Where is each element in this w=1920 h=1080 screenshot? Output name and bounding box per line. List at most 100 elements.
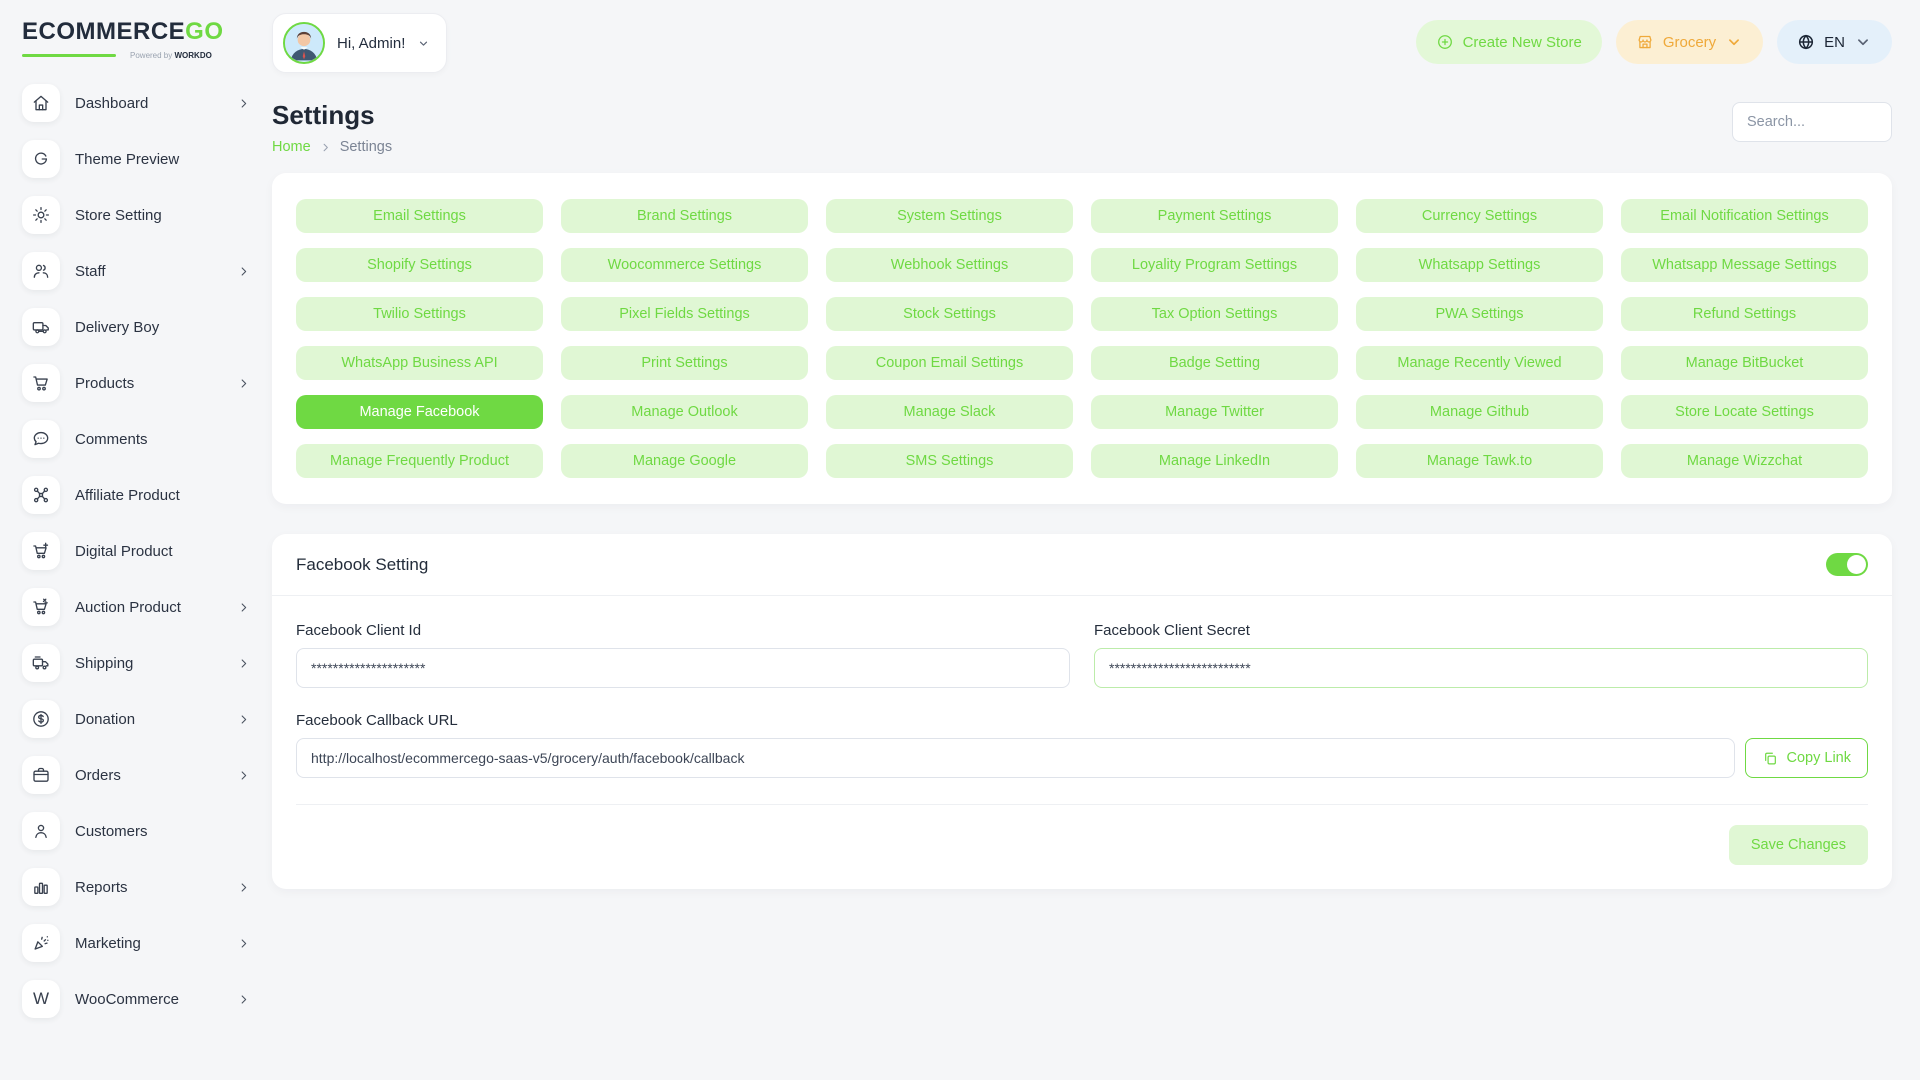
settings-tab-manage-linkedin[interactable]: Manage LinkedIn	[1091, 444, 1338, 478]
settings-tab-email-settings[interactable]: Email Settings	[296, 199, 543, 233]
globe-icon	[1797, 33, 1815, 51]
client-secret-input[interactable]	[1094, 648, 1868, 688]
facebook-setting-card: Facebook Setting Facebook Client Id Face…	[272, 534, 1892, 889]
sidebar-item-store-setting[interactable]: Store Setting	[22, 196, 250, 234]
settings-tab-payment-settings[interactable]: Payment Settings	[1091, 199, 1338, 233]
settings-tab-manage-wizzchat[interactable]: Manage Wizzchat	[1621, 444, 1868, 478]
settings-tab-loyality-program-settings[interactable]: Loyality Program Settings	[1091, 248, 1338, 282]
sidebar-item-label: Store Setting	[75, 206, 162, 224]
sidebar-item-comments[interactable]: Comments	[22, 420, 250, 458]
section-title: Facebook Setting	[296, 554, 429, 574]
settings-tab-currency-settings[interactable]: Currency Settings	[1356, 199, 1603, 233]
sidebar-item-shipping[interactable]: Shipping	[22, 644, 250, 682]
facebook-enable-toggle[interactable]	[1826, 553, 1868, 576]
users-icon	[22, 252, 60, 290]
settings-tab-manage-google[interactable]: Manage Google	[561, 444, 808, 478]
settings-nav-card: Email Settings Brand Settings System Setti…	[272, 173, 1892, 504]
plus-circle-icon	[1436, 33, 1454, 51]
settings-tab-twilio-settings[interactable]: Twilio Settings	[296, 297, 543, 331]
toggle-knob	[1847, 555, 1866, 574]
sidebar-item-digital-product[interactable]: Digital Product	[22, 532, 250, 570]
settings-tab-store-locate-settings[interactable]: Store Locate Settings	[1621, 395, 1868, 429]
sidebar-item-label: Orders	[75, 766, 121, 784]
sidebar-item-theme-preview[interactable]: Theme Preview	[22, 140, 250, 178]
settings-tab-tax-option-settings[interactable]: Tax Option Settings	[1091, 297, 1338, 331]
home-icon	[22, 84, 60, 122]
sidebar-nav: Dashboard Theme Preview Store Setting Staff…	[22, 84, 250, 1018]
settings-tab-badge-setting[interactable]: Badge Setting	[1091, 346, 1338, 380]
settings-tab-brand-settings[interactable]: Brand Settings	[561, 199, 808, 233]
settings-tab-print-settings[interactable]: Print Settings	[561, 346, 808, 380]
client-secret-group: Facebook Client Secret	[1094, 622, 1868, 688]
sidebar-item-donation[interactable]: Donation	[22, 700, 250, 738]
chevron-right-icon	[320, 142, 331, 153]
user-menu[interactable]: Hi, Admin!	[272, 13, 448, 73]
chevron-right-icon	[237, 97, 250, 110]
sidebar-item-label: Shipping	[75, 654, 134, 672]
client-id-input[interactable]	[296, 648, 1070, 688]
settings-tab-woocommerce-settings[interactable]: Woocommerce Settings	[561, 248, 808, 282]
facebook-setting-header: Facebook Setting	[272, 534, 1892, 596]
sidebar-item-dashboard[interactable]: Dashboard	[22, 84, 250, 122]
settings-tab-whatsapp-business-api[interactable]: WhatsApp Business API	[296, 346, 543, 380]
sidebar-item-staff[interactable]: Staff	[22, 252, 250, 290]
copy-link-button[interactable]: Copy Link	[1744, 738, 1868, 778]
facebook-setting-body: Facebook Client Id Facebook Client Secre…	[272, 596, 1892, 778]
sidebar-item-affiliate-product[interactable]: Affiliate Product	[22, 476, 250, 514]
settings-tab-manage-facebook[interactable]: Manage Facebook	[296, 395, 543, 429]
settings-tab-whatsapp-message-settings[interactable]: Whatsapp Message Settings	[1621, 248, 1868, 282]
chevron-right-icon	[237, 601, 250, 614]
copy-link-label: Copy Link	[1786, 750, 1851, 766]
settings-tab-coupon-email-settings[interactable]: Coupon Email Settings	[826, 346, 1073, 380]
language-selector[interactable]: EN	[1777, 20, 1892, 64]
settings-tab-manage-outlook[interactable]: Manage Outlook	[561, 395, 808, 429]
settings-tab-stock-settings[interactable]: Stock Settings	[826, 297, 1073, 331]
client-id-group: Facebook Client Id	[296, 622, 1070, 688]
brand-logo[interactable]: ECOMMERCEGO Powered by WORKDO	[22, 18, 224, 60]
sidebar-item-delivery-boy[interactable]: Delivery Boy	[22, 308, 250, 346]
sidebar-item-reports[interactable]: Reports	[22, 868, 250, 906]
sidebar-item-woocommerce[interactable]: W WooCommerce	[22, 980, 250, 1018]
search-input[interactable]	[1732, 102, 1892, 142]
settings-tab-manage-recently-viewed[interactable]: Manage Recently Viewed	[1356, 346, 1603, 380]
brand-name-secondary: GO	[185, 18, 224, 45]
sidebar-item-auction-product[interactable]: Auction Product	[22, 588, 250, 626]
settings-tab-manage-twitter[interactable]: Manage Twitter	[1091, 395, 1338, 429]
sidebar: ECOMMERCEGO Powered by WORKDO Dashboard T…	[0, 0, 270, 1080]
settings-tab-refund-settings[interactable]: Refund Settings	[1621, 297, 1868, 331]
sidebar-item-orders[interactable]: Orders	[22, 756, 250, 794]
settings-tab-manage-github[interactable]: Manage Github	[1356, 395, 1603, 429]
party-popper-icon	[22, 924, 60, 962]
sidebar-item-customers[interactable]: Customers	[22, 812, 250, 850]
truck-icon	[22, 308, 60, 346]
settings-tab-whatsapp-settings[interactable]: Whatsapp Settings	[1356, 248, 1603, 282]
powered-by-prefix: Powered by	[130, 51, 173, 60]
sidebar-item-label: Donation	[75, 710, 136, 728]
avatar	[283, 22, 325, 64]
settings-tab-manage-slack[interactable]: Manage Slack	[826, 395, 1073, 429]
brand-name-primary: ECOMMERCE	[22, 18, 186, 45]
settings-tab-pwa-settings[interactable]: PWA Settings	[1356, 297, 1603, 331]
copy-icon	[1762, 750, 1779, 767]
settings-tab-manage-bitbucket[interactable]: Manage BitBucket	[1621, 346, 1868, 380]
brand-underline	[22, 54, 116, 57]
sidebar-item-marketing[interactable]: Marketing	[22, 924, 250, 962]
settings-tab-webhook-settings[interactable]: Webhook Settings	[826, 248, 1073, 282]
save-changes-button[interactable]: Save Changes	[1728, 825, 1868, 865]
settings-tab-system-settings[interactable]: System Settings	[826, 199, 1073, 233]
settings-tab-sms-settings[interactable]: SMS Settings	[826, 444, 1073, 478]
settings-tab-email-notification-settings[interactable]: Email Notification Settings	[1621, 199, 1868, 233]
settings-tab-manage-frequently-product[interactable]: Manage Frequently Product	[296, 444, 543, 478]
callback-url-input[interactable]	[296, 738, 1735, 778]
sidebar-item-label: Products	[75, 374, 135, 392]
settings-tab-shopify-settings[interactable]: Shopify Settings	[296, 248, 543, 282]
user-icon	[22, 812, 60, 850]
facebook-setting-footer: Save Changes	[296, 804, 1868, 889]
create-new-store-button[interactable]: Create New Store	[1415, 20, 1602, 64]
settings-tab-pixel-fields-settings[interactable]: Pixel Fields Settings	[561, 297, 808, 331]
store-selector[interactable]: Grocery	[1615, 20, 1764, 64]
settings-tab-manage-tawk-to[interactable]: Manage Tawk.to	[1356, 444, 1603, 478]
sidebar-item-products[interactable]: Products	[22, 364, 250, 402]
breadcrumb: Home Settings	[272, 139, 392, 155]
breadcrumb-home-link[interactable]: Home	[272, 139, 311, 155]
